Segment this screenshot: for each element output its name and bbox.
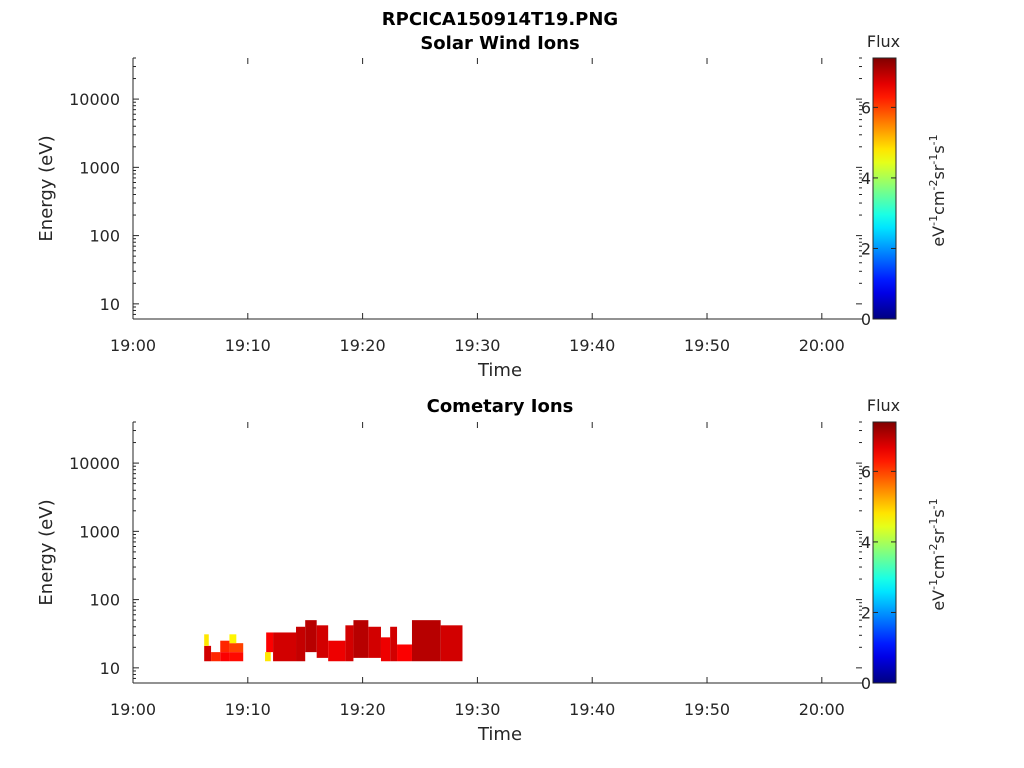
- heatmap-cell: [204, 645, 212, 662]
- panel-title: Cometary Ions: [427, 396, 574, 417]
- heatmap-cell: [328, 640, 346, 662]
- units-base: cm: [929, 191, 948, 215]
- plot-area: [133, 422, 862, 683]
- x-tick-label: 19:40: [569, 336, 615, 355]
- units-base: cm: [929, 555, 948, 579]
- units-exponent: -1: [927, 518, 940, 529]
- heatmap-cell: [411, 620, 441, 662]
- units-exponent: -1: [927, 579, 940, 590]
- figure-title: RPCICA150914T19.PNG: [382, 9, 618, 30]
- heatmap-cell: [380, 637, 391, 662]
- units-base: eV: [929, 226, 948, 247]
- units-base: s: [929, 509, 948, 517]
- colorbar: [872, 421, 897, 684]
- panel-title: Solar Wind Ions: [420, 33, 579, 54]
- heatmap-cell: [220, 652, 230, 662]
- x-tick-label: 19:00: [110, 700, 156, 719]
- y-axis-label: Energy (eV): [36, 499, 57, 605]
- heatmap-cell: [220, 640, 230, 653]
- x-tick-label: 19:00: [110, 336, 156, 355]
- colorbar-units-label: eV-1cm-2sr-1s-1: [927, 498, 948, 610]
- heatmap-cell: [316, 625, 329, 658]
- y-tick-label: 10: [100, 659, 120, 678]
- colorbar-title: Flux: [867, 396, 900, 415]
- y-tick-label: 100: [89, 227, 120, 246]
- units-base: eV: [929, 590, 948, 611]
- panel-2: 19:00 19:10 19:20 19:30 19:40 19:50 20:00 10 100…: [36, 396, 948, 745]
- units-base: s: [929, 145, 948, 153]
- heatmap-cell: [368, 626, 381, 658]
- plot-area: [133, 58, 862, 319]
- y-tick-label: 1000: [79, 522, 120, 541]
- x-tick-label: 19:50: [684, 700, 730, 719]
- y-tick-label: 1000: [79, 158, 120, 177]
- heatmap-cell: [204, 634, 209, 646]
- x-tick-label: 19:10: [225, 700, 271, 719]
- x-tick-label: 19:10: [225, 336, 271, 355]
- x-tick-label: 19:50: [684, 336, 730, 355]
- x-axis-label: Time: [477, 724, 522, 745]
- heatmap-cell: [345, 625, 354, 662]
- x-tick-label: 20:00: [799, 700, 845, 719]
- heatmap-cell: [211, 652, 221, 662]
- colorbar-tick-label: 6: [861, 462, 871, 481]
- x-tick-label: 20:00: [799, 336, 845, 355]
- colorbar-title: Flux: [867, 32, 900, 51]
- heatmap-cell: [440, 625, 463, 662]
- units-exponent: -1: [927, 134, 940, 145]
- heatmap-cell: [229, 634, 237, 644]
- heatmap-cell: [296, 626, 306, 662]
- units-base: sr: [929, 164, 948, 179]
- colorbar: [872, 57, 897, 320]
- colorbar-tick-label: 2: [861, 603, 871, 622]
- colorbar-tick-label: 0: [861, 310, 871, 329]
- x-tick-label: 19:30: [454, 336, 500, 355]
- heatmap-cell: [265, 652, 271, 662]
- y-tick-label: 100: [89, 591, 120, 610]
- units-base: sr: [929, 528, 948, 543]
- y-tick-label: 10: [100, 295, 120, 314]
- colorbar-tick-label: 2: [861, 239, 871, 258]
- x-tick-label: 19:20: [340, 700, 386, 719]
- units-exponent: -2: [927, 180, 940, 191]
- x-axis-label: Time: [477, 360, 522, 381]
- colorbar-tick-label: 0: [861, 674, 871, 693]
- colorbar-units-label: eV-1cm-2sr-1s-1: [927, 134, 948, 246]
- units-exponent: -1: [927, 154, 940, 165]
- heatmap-cell: [305, 620, 317, 653]
- colorbar-tick-label: 4: [861, 533, 871, 552]
- colorbar-tick-label: 4: [861, 169, 871, 188]
- colorbar-tick-label: 6: [861, 98, 871, 117]
- heatmap-cell: [273, 632, 297, 662]
- heatmap-cell: [353, 620, 369, 658]
- x-tick-label: 19:30: [454, 700, 500, 719]
- x-tick-label: 19:40: [569, 700, 615, 719]
- heatmap-cell: [397, 644, 412, 662]
- panel-1: 19:00 19:10 19:20 19:30 19:40 19:50 20:00 10 100…: [36, 32, 948, 381]
- x-tick-label: 19:20: [340, 336, 386, 355]
- heatmap-cell: [229, 643, 244, 653]
- heatmap-cell: [229, 652, 244, 662]
- y-axis-label: Energy (eV): [36, 135, 57, 241]
- units-exponent: -2: [927, 544, 940, 555]
- units-exponent: -1: [927, 498, 940, 509]
- heatmap-cell: [390, 626, 398, 662]
- y-tick-label: 10000: [69, 454, 120, 473]
- units-exponent: -1: [927, 215, 940, 226]
- y-tick-label: 10000: [69, 90, 120, 109]
- heatmap-cell: [266, 632, 274, 653]
